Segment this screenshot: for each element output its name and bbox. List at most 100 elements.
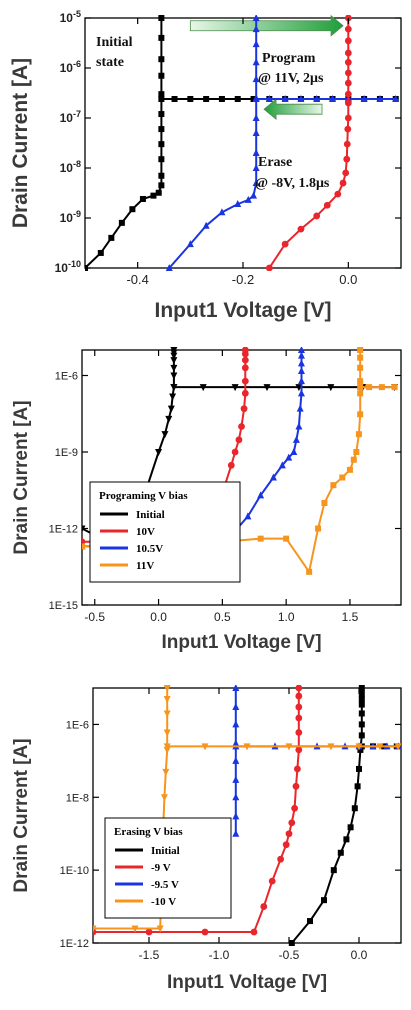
series-line [168,18,258,269]
data-point [344,58,352,66]
data-point [265,94,273,102]
data-point [170,364,178,372]
data-point [170,372,178,380]
data-point [163,710,171,718]
data-point [283,535,290,542]
data-point [392,94,400,102]
data-point [201,743,209,751]
legend: Erasing V bias Initial -9 V -9.5 V -10 V [104,817,232,919]
y-tick-label: 1E-6 [66,719,89,731]
series-9-v [93,685,303,936]
data-point [163,743,171,751]
data-point [202,221,210,229]
data-point [347,824,354,831]
data-point [241,377,249,385]
data-point [295,729,303,736]
data-point [252,164,260,171]
data-point [108,234,115,241]
data-point [357,746,364,753]
data-point [358,710,365,717]
data-point [355,431,362,438]
data-point [321,500,328,506]
data-point [334,190,342,198]
data-point [145,928,153,936]
data-point [232,720,240,728]
data-point [250,95,257,102]
x-tick-label: -1.5 [139,948,160,962]
data-point [357,378,364,385]
data-point [158,172,165,179]
data-point [297,359,305,367]
data-point [344,90,352,98]
data-point [297,377,305,385]
data-point [252,75,260,83]
data-point [241,356,249,364]
y-tick-label: 1E-12 [49,524,78,536]
data-point [252,94,260,102]
series-10-v [163,743,401,751]
data-point [354,783,361,790]
data-point [97,249,104,256]
data-point [357,364,364,371]
data-point [342,169,350,177]
data-point [339,179,347,187]
x-tick-label: -0.5 [279,948,300,962]
legend: Programing V bias Initial 10V 10.5V 11V [89,481,241,583]
data-point [291,804,298,812]
chart-2: -0.5 0.0 0.5 1.0 1.5 1E-15 1E-12 1E-9 1E-6 Input1… [11,347,402,653]
data-point [250,928,258,936]
data-point [252,179,260,187]
legend-entry: 10V [136,526,155,538]
data-point [241,347,249,354]
data-point [232,812,240,820]
y-tick-label: 1E-15 [49,600,78,612]
data-point [330,867,337,874]
data-point [292,435,300,443]
data-point [260,903,268,910]
legend-entry: -9 V [151,862,171,874]
data-point [337,849,344,856]
annotation-text: state [96,55,124,70]
data-point [234,95,241,102]
data-point [356,765,362,772]
data-point [285,453,293,461]
data-point [139,195,146,202]
y-tick-label: 1E-8 [66,792,89,804]
data-point [346,466,353,473]
data-point [313,212,321,220]
data-point [297,347,305,353]
x-tick-label: -0.4 [126,272,148,287]
data-point [391,384,398,391]
data-point [278,461,286,469]
data-point [243,743,251,751]
data-point [170,357,178,365]
x-tick-label: 0.0 [351,948,368,962]
data-point [307,918,313,925]
data-point [158,56,165,63]
annotation-text: Initial [96,35,133,50]
legend-title: Programing V bias [99,490,188,502]
y-tick-label: 1E-6 [55,371,78,383]
data-point [240,405,248,413]
data-point [158,95,165,102]
data-point [329,94,337,102]
data-point [344,79,352,87]
data-point [244,195,252,203]
legend-entry: -9.5 V [151,879,179,891]
data-point [232,685,240,691]
data-point [297,351,305,359]
data-point [158,156,165,163]
data-point [323,201,331,209]
data-point [366,384,373,391]
data-point [358,690,365,697]
data-point [358,695,365,702]
y-tick-label: 1E-12 [60,938,89,950]
series-11v [357,384,398,391]
y-tick-label: 1E-10 [60,865,89,877]
data-point [306,568,313,575]
data-point [169,393,177,401]
data-point [360,94,368,102]
annotation-text: @ 11V, 2μs [258,71,324,86]
data-point [339,474,346,481]
data-point [82,543,85,550]
